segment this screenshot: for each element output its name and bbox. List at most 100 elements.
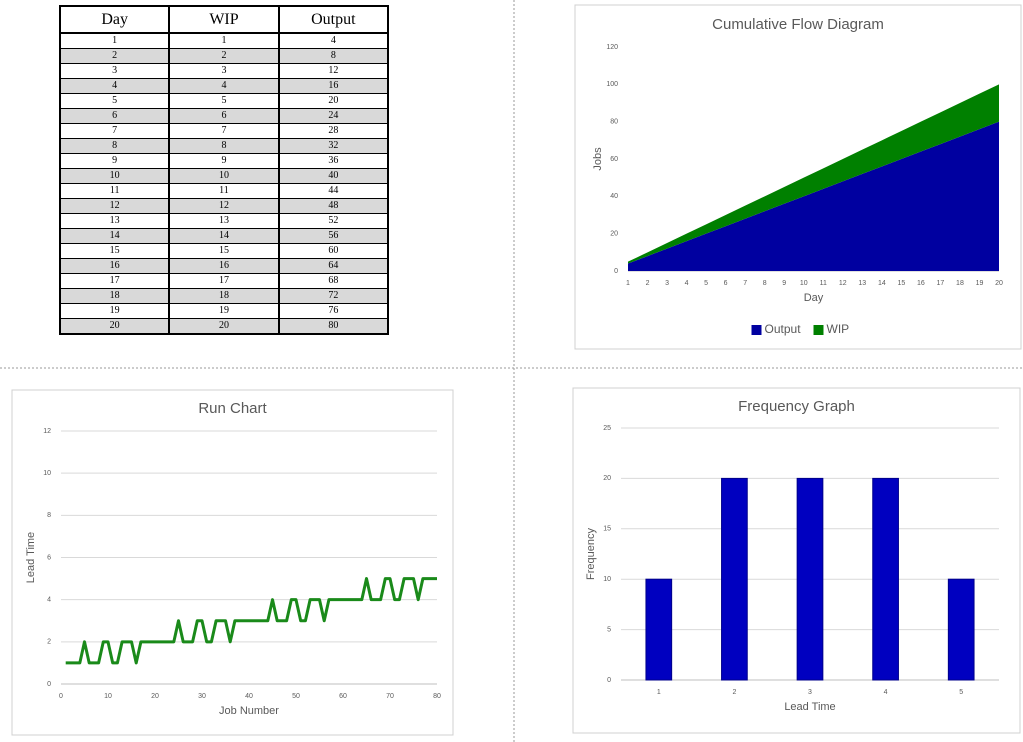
- table-cell: 28: [277, 123, 390, 139]
- table-cell: 3: [168, 63, 280, 79]
- x-tick-label: 6: [724, 280, 728, 287]
- x-tick-label: 80: [433, 693, 441, 700]
- table-cell: 5: [168, 93, 280, 109]
- table-cell: 16: [168, 258, 280, 274]
- x-tick-label: 15: [897, 280, 905, 287]
- table-row: 15 15 60: [58, 243, 390, 259]
- y-axis-label: Jobs: [592, 147, 604, 171]
- y-tick-label: 0: [607, 677, 611, 684]
- x-tick-label: 20: [151, 693, 159, 700]
- x-axis-label: Job Number: [219, 705, 279, 717]
- table-cell: 10: [58, 168, 171, 184]
- x-tick-label: 12: [839, 280, 847, 287]
- header-row: Day WIP Output: [58, 5, 390, 34]
- table-cell: 9: [168, 153, 280, 169]
- table-cell: 8: [168, 138, 280, 154]
- x-tick-label: 50: [292, 693, 300, 700]
- y-tick-label: 20: [610, 231, 618, 238]
- table-cell: 12: [277, 63, 390, 79]
- x-tick-label: 3: [808, 689, 812, 696]
- table-cell: 16: [58, 258, 171, 274]
- x-tick-label: 1: [626, 280, 630, 287]
- table-cell: 13: [168, 213, 280, 229]
- bar: [872, 477, 899, 681]
- y-tick-label: 40: [610, 193, 618, 200]
- bar: [796, 477, 824, 681]
- table-cell: 32: [277, 138, 390, 154]
- x-tick-label: 13: [858, 280, 866, 287]
- table-row: 12 12 48: [58, 198, 390, 214]
- table-cell: 11: [58, 183, 171, 199]
- y-axis-label: Frequency: [585, 528, 597, 580]
- x-tick-label: 7: [743, 280, 747, 287]
- table-row: 8 8 32: [58, 138, 390, 154]
- table-cell: 6: [58, 108, 171, 124]
- x-tick-label: 17: [937, 280, 945, 287]
- y-tick-label: 10: [603, 576, 611, 583]
- table-cell: 7: [168, 123, 280, 139]
- x-tick-label: 40: [245, 693, 253, 700]
- table-cell: 72: [277, 288, 390, 304]
- table-body: 1 1 4 2 2 8 3 3 12 4 4 16 5 5 20 6 6 24 7 7 28 8 8 32 9 9 36 10 10 40…: [58, 33, 390, 335]
- table-cell: 18: [58, 288, 171, 304]
- table-cell: 60: [277, 243, 390, 259]
- y-tick-label: 25: [603, 425, 611, 432]
- table-cell: 12: [58, 198, 171, 214]
- table-cell: 36: [277, 153, 390, 169]
- y-tick-label: 0: [614, 268, 618, 275]
- table-cell: 20: [277, 93, 390, 109]
- table-cell: 14: [58, 228, 171, 244]
- x-tick-label: 30: [198, 693, 206, 700]
- table-row: 4 4 16: [58, 78, 390, 94]
- y-tick-label: 80: [610, 119, 618, 126]
- x-tick-label: 0: [59, 693, 63, 700]
- table-cell: 18: [168, 288, 280, 304]
- x-tick-label: 11: [820, 280, 827, 287]
- legend-label: Output: [765, 322, 802, 336]
- y-tick-label: 5: [607, 626, 611, 633]
- y-tick-label: 12: [43, 428, 51, 435]
- x-tick-label: 3: [665, 280, 669, 287]
- table-cell: 20: [168, 318, 280, 335]
- y-axis-label: Lead Time: [25, 532, 37, 583]
- table-cell: 9: [58, 153, 171, 169]
- table-cell: 15: [58, 243, 171, 259]
- line: [65, 577, 437, 665]
- table-cell: 11: [168, 183, 280, 199]
- table-row: 18 18 72: [58, 288, 390, 304]
- x-tick-label: 10: [800, 280, 808, 287]
- table-cell: 4: [277, 33, 390, 49]
- table-cell: 52: [277, 213, 390, 229]
- y-tick-label: 4: [47, 597, 51, 604]
- table-row: 11 11 44: [58, 183, 390, 199]
- y-tick-label: 15: [603, 526, 611, 533]
- table-row: 14 14 56: [58, 228, 390, 244]
- x-tick-label: 4: [685, 280, 689, 287]
- y-tick-label: 10: [43, 470, 51, 477]
- table-cell: 2: [168, 48, 280, 64]
- data-table: Day WIP Output 1 1 4 2 2 8 3 3 12 4 4 16 5 5 20 6 6 24 7 7 28 8…: [58, 5, 390, 335]
- table-cell: 3: [58, 63, 171, 79]
- table-cell: 8: [58, 138, 171, 154]
- table-cell: 20: [58, 318, 171, 335]
- x-tick-label: 20: [995, 280, 1003, 287]
- table-cell: 48: [277, 198, 390, 214]
- x-tick-label: 10: [104, 693, 112, 700]
- chart-panel: [11, 389, 454, 736]
- x-tick-label: 9: [782, 280, 786, 287]
- x-tick-label: 70: [386, 693, 394, 700]
- x-tick-label: 5: [959, 689, 963, 696]
- table-cell: 6: [168, 108, 280, 124]
- table-cell: 17: [58, 273, 171, 289]
- bar: [645, 578, 673, 681]
- table-cell: 5: [58, 93, 171, 109]
- y-tick-label: 2: [47, 639, 51, 646]
- table-cell: 2: [58, 48, 171, 64]
- chart-panel: [572, 387, 1021, 734]
- header-cell: Day: [58, 5, 171, 34]
- x-tick-label: 18: [956, 280, 964, 287]
- legend-swatch: [813, 325, 824, 335]
- y-tick-label: 100: [606, 81, 618, 88]
